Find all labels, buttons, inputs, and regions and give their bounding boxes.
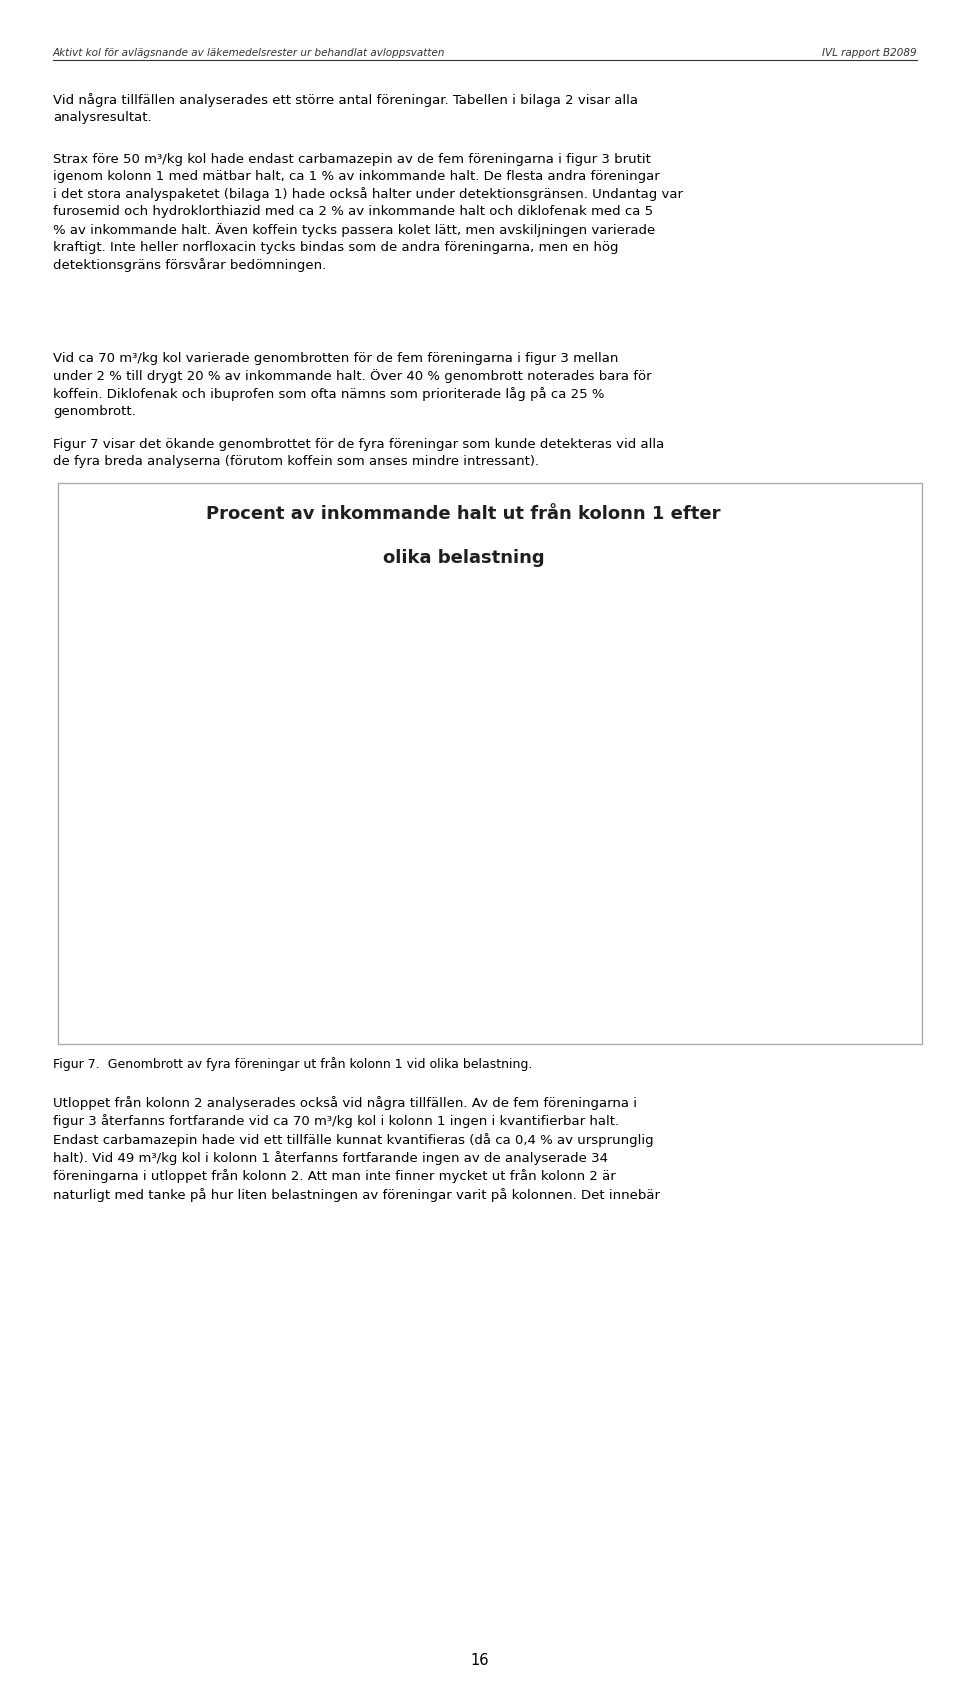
Bar xyxy=(359,650,387,900)
Bar xyxy=(303,847,331,900)
Text: IVL rapport B2089: IVL rapport B2089 xyxy=(822,48,917,58)
Text: Procent av inkommande halt ut från kolonn 1 efter: Procent av inkommande halt ut från kolon… xyxy=(206,504,721,523)
Bar xyxy=(387,705,415,900)
Bar xyxy=(149,890,177,900)
Bar xyxy=(459,885,487,900)
Bar xyxy=(697,744,725,900)
Text: Figur 7.  Genombrott av fyra föreningar ut från kolonn 1 vid olika belastning.: Figur 7. Genombrott av fyra föreningar u… xyxy=(53,1056,532,1070)
Text: Figur 7 visar det ökande genombrottet för de fyra föreningar som kunde detektera: Figur 7 visar det ökande genombrottet fö… xyxy=(53,438,664,469)
Text: Vid några tillfällen analyserades ett större antal föreningar. Tabellen i bilaga: Vid några tillfällen analyserades ett st… xyxy=(53,93,637,124)
Bar xyxy=(331,861,359,900)
Bar xyxy=(669,705,697,900)
Bar xyxy=(542,710,570,900)
Text: olika belastning: olika belastning xyxy=(383,548,544,567)
Text: 16: 16 xyxy=(470,1652,490,1667)
Text: Strax före 50 m³/kg kol hade endast carbamazepin av de fem föreningarna i figur : Strax före 50 m³/kg kol hade endast carb… xyxy=(53,153,683,272)
Bar xyxy=(515,693,542,900)
Bar xyxy=(487,880,515,900)
Text: Aktivt kol för avlägsnande av läkemedelsrester ur behandlat avloppsvatten: Aktivt kol för avlägsnande av läkemedels… xyxy=(53,48,445,58)
Text: Vid ca 70 m³/kg kol varierade genombrotten för de fem föreningarna i figur 3 mel: Vid ca 70 m³/kg kol varierade genombrott… xyxy=(53,351,652,418)
Bar xyxy=(204,727,232,900)
Bar xyxy=(177,891,204,900)
Bar xyxy=(232,761,260,900)
Bar xyxy=(613,878,641,900)
Legend: 45 m3/kg kol, 49 m3/kg kol, 69 m3/kg kol, 70 m3/kg kol: 45 m3/kg kol, 49 m3/kg kol, 69 m3/kg kol… xyxy=(785,632,900,732)
Bar xyxy=(641,883,669,900)
Text: Utloppet från kolonn 2 analyserades också vid några tillfällen. Av de fem föreni: Utloppet från kolonn 2 analyserades ocks… xyxy=(53,1095,660,1200)
